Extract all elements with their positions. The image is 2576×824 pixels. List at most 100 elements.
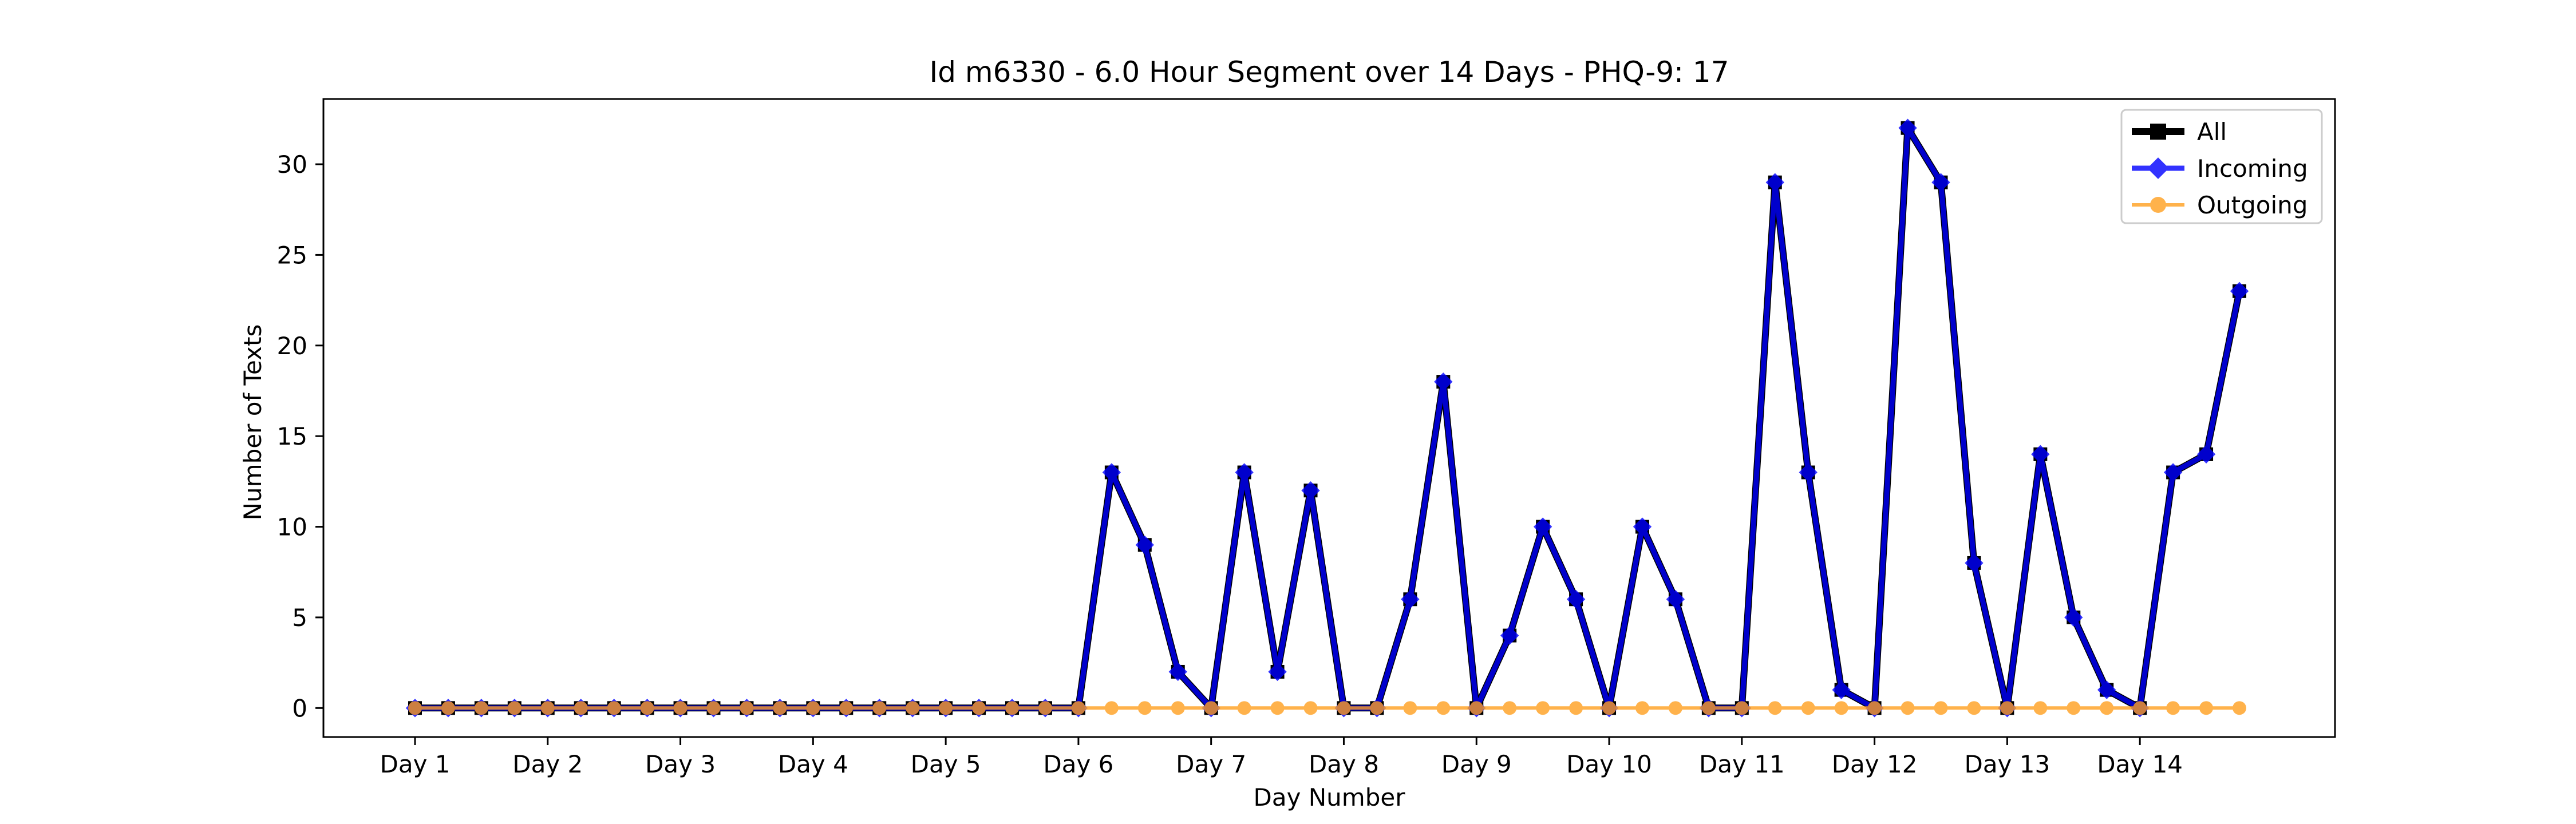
legend: All Incoming Outgoing bbox=[2120, 109, 2323, 224]
data-point bbox=[1901, 701, 1915, 715]
data-point bbox=[1235, 463, 1254, 482]
data-point bbox=[1503, 701, 1517, 715]
data-point bbox=[1536, 701, 1550, 715]
data-point bbox=[1104, 701, 1119, 715]
data-point bbox=[1666, 590, 1685, 609]
data-point bbox=[2000, 701, 2014, 715]
x-tick-label: Day 12 bbox=[1832, 750, 1918, 778]
data-point bbox=[773, 701, 787, 715]
x-tick-label: Day 2 bbox=[512, 750, 583, 778]
data-point bbox=[1602, 701, 1617, 715]
data-point bbox=[1965, 553, 1984, 573]
legend-label: Incoming bbox=[2197, 154, 2308, 183]
plot-series bbox=[405, 118, 2249, 718]
data-point bbox=[1569, 701, 1583, 715]
data-point bbox=[1071, 701, 1085, 715]
data-point bbox=[1967, 701, 1981, 715]
x-tick-label: Day 5 bbox=[911, 750, 981, 778]
legend-label: Outgoing bbox=[2197, 191, 2308, 219]
legend-swatch-marker bbox=[2150, 124, 2166, 140]
data-point bbox=[2163, 463, 2183, 482]
y-tick-label: 10 bbox=[277, 513, 307, 541]
x-tick-label: Day 1 bbox=[380, 750, 450, 778]
data-point bbox=[1867, 701, 1882, 715]
data-point bbox=[1500, 626, 1519, 645]
legend-swatch-marker bbox=[2150, 197, 2166, 213]
data-point bbox=[2064, 608, 2083, 627]
data-point bbox=[1434, 372, 1453, 391]
data-point bbox=[574, 701, 588, 715]
data-point bbox=[1701, 701, 1716, 715]
data-point bbox=[839, 701, 854, 715]
data-point bbox=[1436, 701, 1451, 715]
data-point bbox=[1801, 701, 1815, 715]
x-tick-label: Day 10 bbox=[1566, 750, 1652, 778]
data-point bbox=[441, 701, 455, 715]
x-tick-label: Day 3 bbox=[645, 750, 716, 778]
data-point bbox=[1931, 173, 1950, 192]
data-point bbox=[2067, 701, 2081, 715]
y-tick-label: 0 bbox=[292, 694, 307, 722]
data-point bbox=[2230, 282, 2249, 300]
data-point bbox=[1403, 701, 1417, 715]
data-point bbox=[1633, 517, 1652, 536]
data-point bbox=[1204, 701, 1218, 715]
data-point bbox=[1765, 173, 1784, 192]
data-point bbox=[1270, 701, 1285, 715]
data-point bbox=[1566, 590, 1586, 609]
y-axis-label: Number of Texts bbox=[239, 324, 267, 521]
data-point bbox=[2033, 701, 2048, 715]
data-point bbox=[673, 701, 688, 715]
legend-box bbox=[2120, 109, 2323, 224]
data-point bbox=[1268, 662, 1287, 682]
x-tick-label: Day 8 bbox=[1309, 750, 1379, 778]
data-point bbox=[706, 701, 721, 715]
data-point bbox=[2166, 701, 2180, 715]
data-point bbox=[1102, 463, 1121, 482]
data-point bbox=[1370, 701, 1384, 715]
data-point bbox=[1832, 680, 1851, 699]
data-point bbox=[806, 701, 820, 715]
legend-swatch-marker bbox=[2147, 157, 2169, 179]
data-point bbox=[1301, 481, 1320, 500]
data-point bbox=[1635, 701, 1649, 715]
chart-title: Id m6330 - 6.0 Hour Segment over 14 Days… bbox=[929, 56, 1729, 89]
data-point bbox=[474, 701, 488, 715]
y-tick-label: 5 bbox=[292, 604, 307, 632]
data-point bbox=[507, 701, 521, 715]
data-point bbox=[1469, 701, 1484, 715]
data-point bbox=[1934, 701, 1948, 715]
data-point bbox=[1337, 701, 1351, 715]
data-point bbox=[1799, 463, 1818, 482]
y-tick-label: 30 bbox=[277, 150, 307, 179]
y-tick-label: 20 bbox=[277, 332, 307, 360]
data-point bbox=[2097, 680, 2116, 699]
data-point bbox=[1401, 590, 1420, 609]
data-point bbox=[540, 701, 555, 715]
data-point bbox=[2031, 445, 2050, 464]
series-outgoing bbox=[408, 701, 2246, 715]
data-point bbox=[607, 701, 621, 715]
data-point bbox=[2199, 701, 2214, 715]
data-point bbox=[2196, 445, 2216, 464]
x-tick-label: Day 9 bbox=[1441, 750, 1512, 778]
axis-ticks: Day 1 Day 2 Day 3 Day 4 Day 5 Day 6 Day 7 Day 8… bbox=[277, 150, 2183, 778]
data-point bbox=[872, 701, 887, 715]
data-point bbox=[1898, 118, 1917, 137]
data-point bbox=[1735, 701, 1749, 715]
data-point bbox=[2100, 701, 2114, 715]
data-point bbox=[1038, 701, 1052, 715]
x-tick-label: Day 14 bbox=[2097, 750, 2183, 778]
x-axis-label: Day Number bbox=[1253, 783, 1405, 811]
data-point bbox=[1768, 701, 1782, 715]
legend-entry bbox=[2132, 197, 2184, 213]
y-tick-label: 15 bbox=[277, 422, 307, 450]
data-point bbox=[1668, 701, 1682, 715]
data-point bbox=[740, 701, 754, 715]
data-point bbox=[1237, 701, 1251, 715]
data-point bbox=[2133, 701, 2147, 715]
x-tick-label: Day 4 bbox=[778, 750, 848, 778]
legend-label: All bbox=[2197, 118, 2227, 146]
data-point bbox=[1303, 701, 1318, 715]
